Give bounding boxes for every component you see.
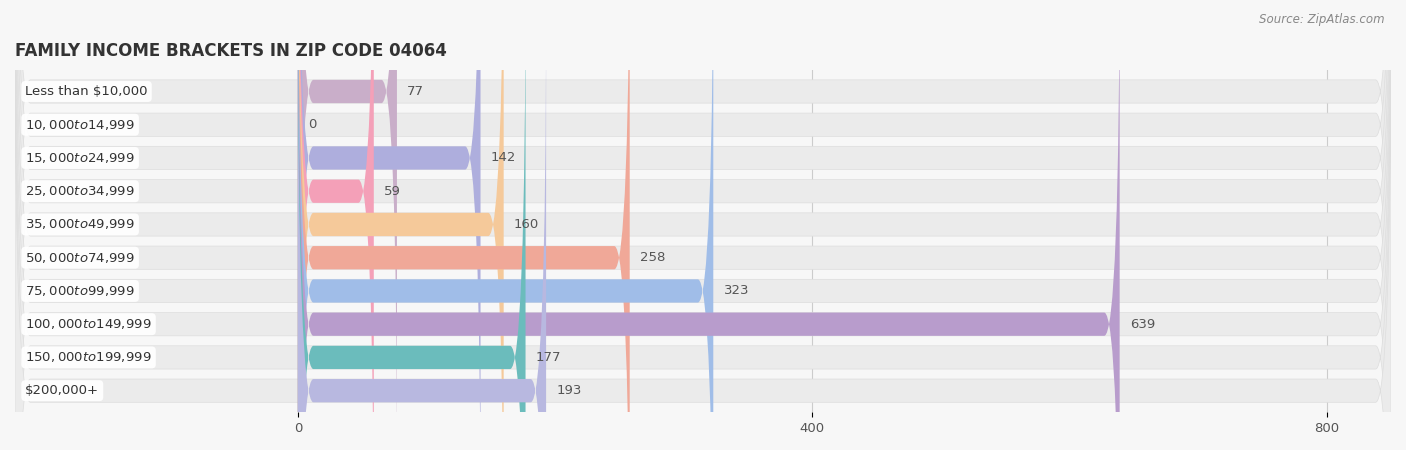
Text: 77: 77 [408,85,425,98]
Text: 177: 177 [536,351,561,364]
Text: 639: 639 [1130,318,1156,331]
FancyBboxPatch shape [15,0,1391,450]
Text: 323: 323 [724,284,749,297]
Text: $25,000 to $34,999: $25,000 to $34,999 [25,184,135,198]
FancyBboxPatch shape [15,0,1391,450]
FancyBboxPatch shape [15,0,1391,450]
FancyBboxPatch shape [298,0,374,450]
FancyBboxPatch shape [298,0,481,450]
FancyBboxPatch shape [15,0,1391,450]
FancyBboxPatch shape [298,0,526,450]
FancyBboxPatch shape [15,0,1391,450]
Text: $200,000+: $200,000+ [25,384,100,397]
Text: 193: 193 [557,384,582,397]
Text: Source: ZipAtlas.com: Source: ZipAtlas.com [1260,14,1385,27]
FancyBboxPatch shape [15,4,1391,450]
Text: $10,000 to $14,999: $10,000 to $14,999 [25,118,135,132]
Text: $15,000 to $24,999: $15,000 to $24,999 [25,151,135,165]
Text: $100,000 to $149,999: $100,000 to $149,999 [25,317,152,331]
FancyBboxPatch shape [298,4,546,450]
FancyBboxPatch shape [298,0,396,450]
Text: 59: 59 [384,184,401,198]
Text: 258: 258 [640,251,665,264]
FancyBboxPatch shape [15,0,1391,450]
FancyBboxPatch shape [15,0,1391,450]
FancyBboxPatch shape [298,0,503,450]
Text: FAMILY INCOME BRACKETS IN ZIP CODE 04064: FAMILY INCOME BRACKETS IN ZIP CODE 04064 [15,42,447,60]
Text: $150,000 to $199,999: $150,000 to $199,999 [25,351,152,364]
Text: $75,000 to $99,999: $75,000 to $99,999 [25,284,135,298]
Text: $50,000 to $74,999: $50,000 to $74,999 [25,251,135,265]
FancyBboxPatch shape [298,0,713,450]
FancyBboxPatch shape [298,0,1119,450]
Text: 160: 160 [515,218,540,231]
Text: 0: 0 [308,118,316,131]
FancyBboxPatch shape [15,0,1391,450]
FancyBboxPatch shape [298,0,630,450]
Text: Less than $10,000: Less than $10,000 [25,85,148,98]
Text: $35,000 to $49,999: $35,000 to $49,999 [25,217,135,231]
FancyBboxPatch shape [15,0,1391,450]
Text: 142: 142 [491,152,516,165]
